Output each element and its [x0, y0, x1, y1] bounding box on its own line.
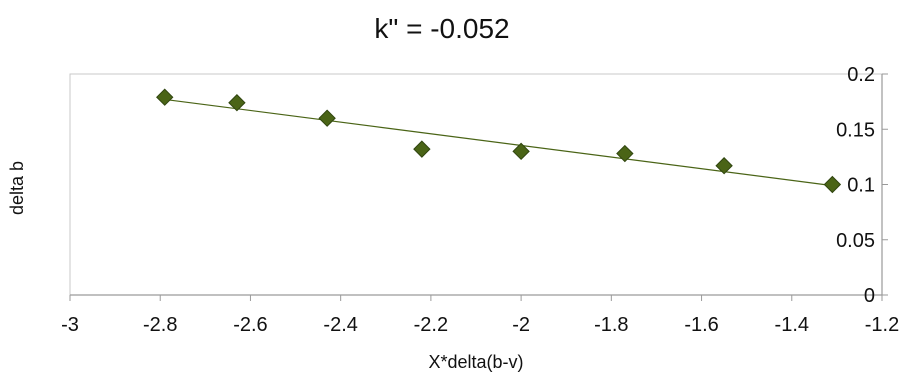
y-tick-label: 0	[864, 285, 875, 307]
data-point	[318, 109, 336, 127]
data-point	[715, 157, 733, 175]
data-point	[228, 94, 246, 112]
y-axis-label: delta b	[7, 161, 27, 215]
x-tick-label: -3	[61, 314, 79, 336]
x-tick-label: -1.4	[775, 314, 809, 336]
x-tick-label: -1.2	[865, 314, 899, 336]
y-axis-ticks: 0 0.05 0.1 0.15 0.2	[836, 64, 888, 307]
x-axis-label: X*delta(b-v)	[428, 352, 523, 372]
chart-title: k" = -0.052	[374, 13, 509, 44]
plot-area	[69, 73, 883, 296]
data-point	[616, 144, 634, 163]
x-tick-label: -2.4	[323, 314, 357, 336]
x-tick-label: -2.2	[414, 314, 448, 336]
x-tick-label: -1.6	[684, 314, 718, 336]
y-tick-label: 0.1	[847, 175, 875, 197]
y-tick-label: 0.2	[847, 64, 875, 86]
x-tick-label: -1.8	[594, 314, 628, 336]
data-point	[512, 142, 530, 161]
x-axis-ticks: -3 -2.8 -2.6 -2.4 -2.2 -2 -1.8 -1.6 -1.4 -1.2	[61, 295, 899, 336]
x-tick-label: -2.8	[143, 314, 177, 336]
x-tick-label: -2	[512, 314, 530, 336]
data-point	[413, 140, 431, 158]
data-point	[156, 88, 174, 106]
data-point	[823, 175, 842, 194]
y-tick-label: 0.05	[836, 230, 875, 252]
data-points	[156, 88, 842, 194]
y-tick-label: 0.15	[836, 119, 875, 141]
x-tick-label: -2.6	[233, 314, 267, 336]
